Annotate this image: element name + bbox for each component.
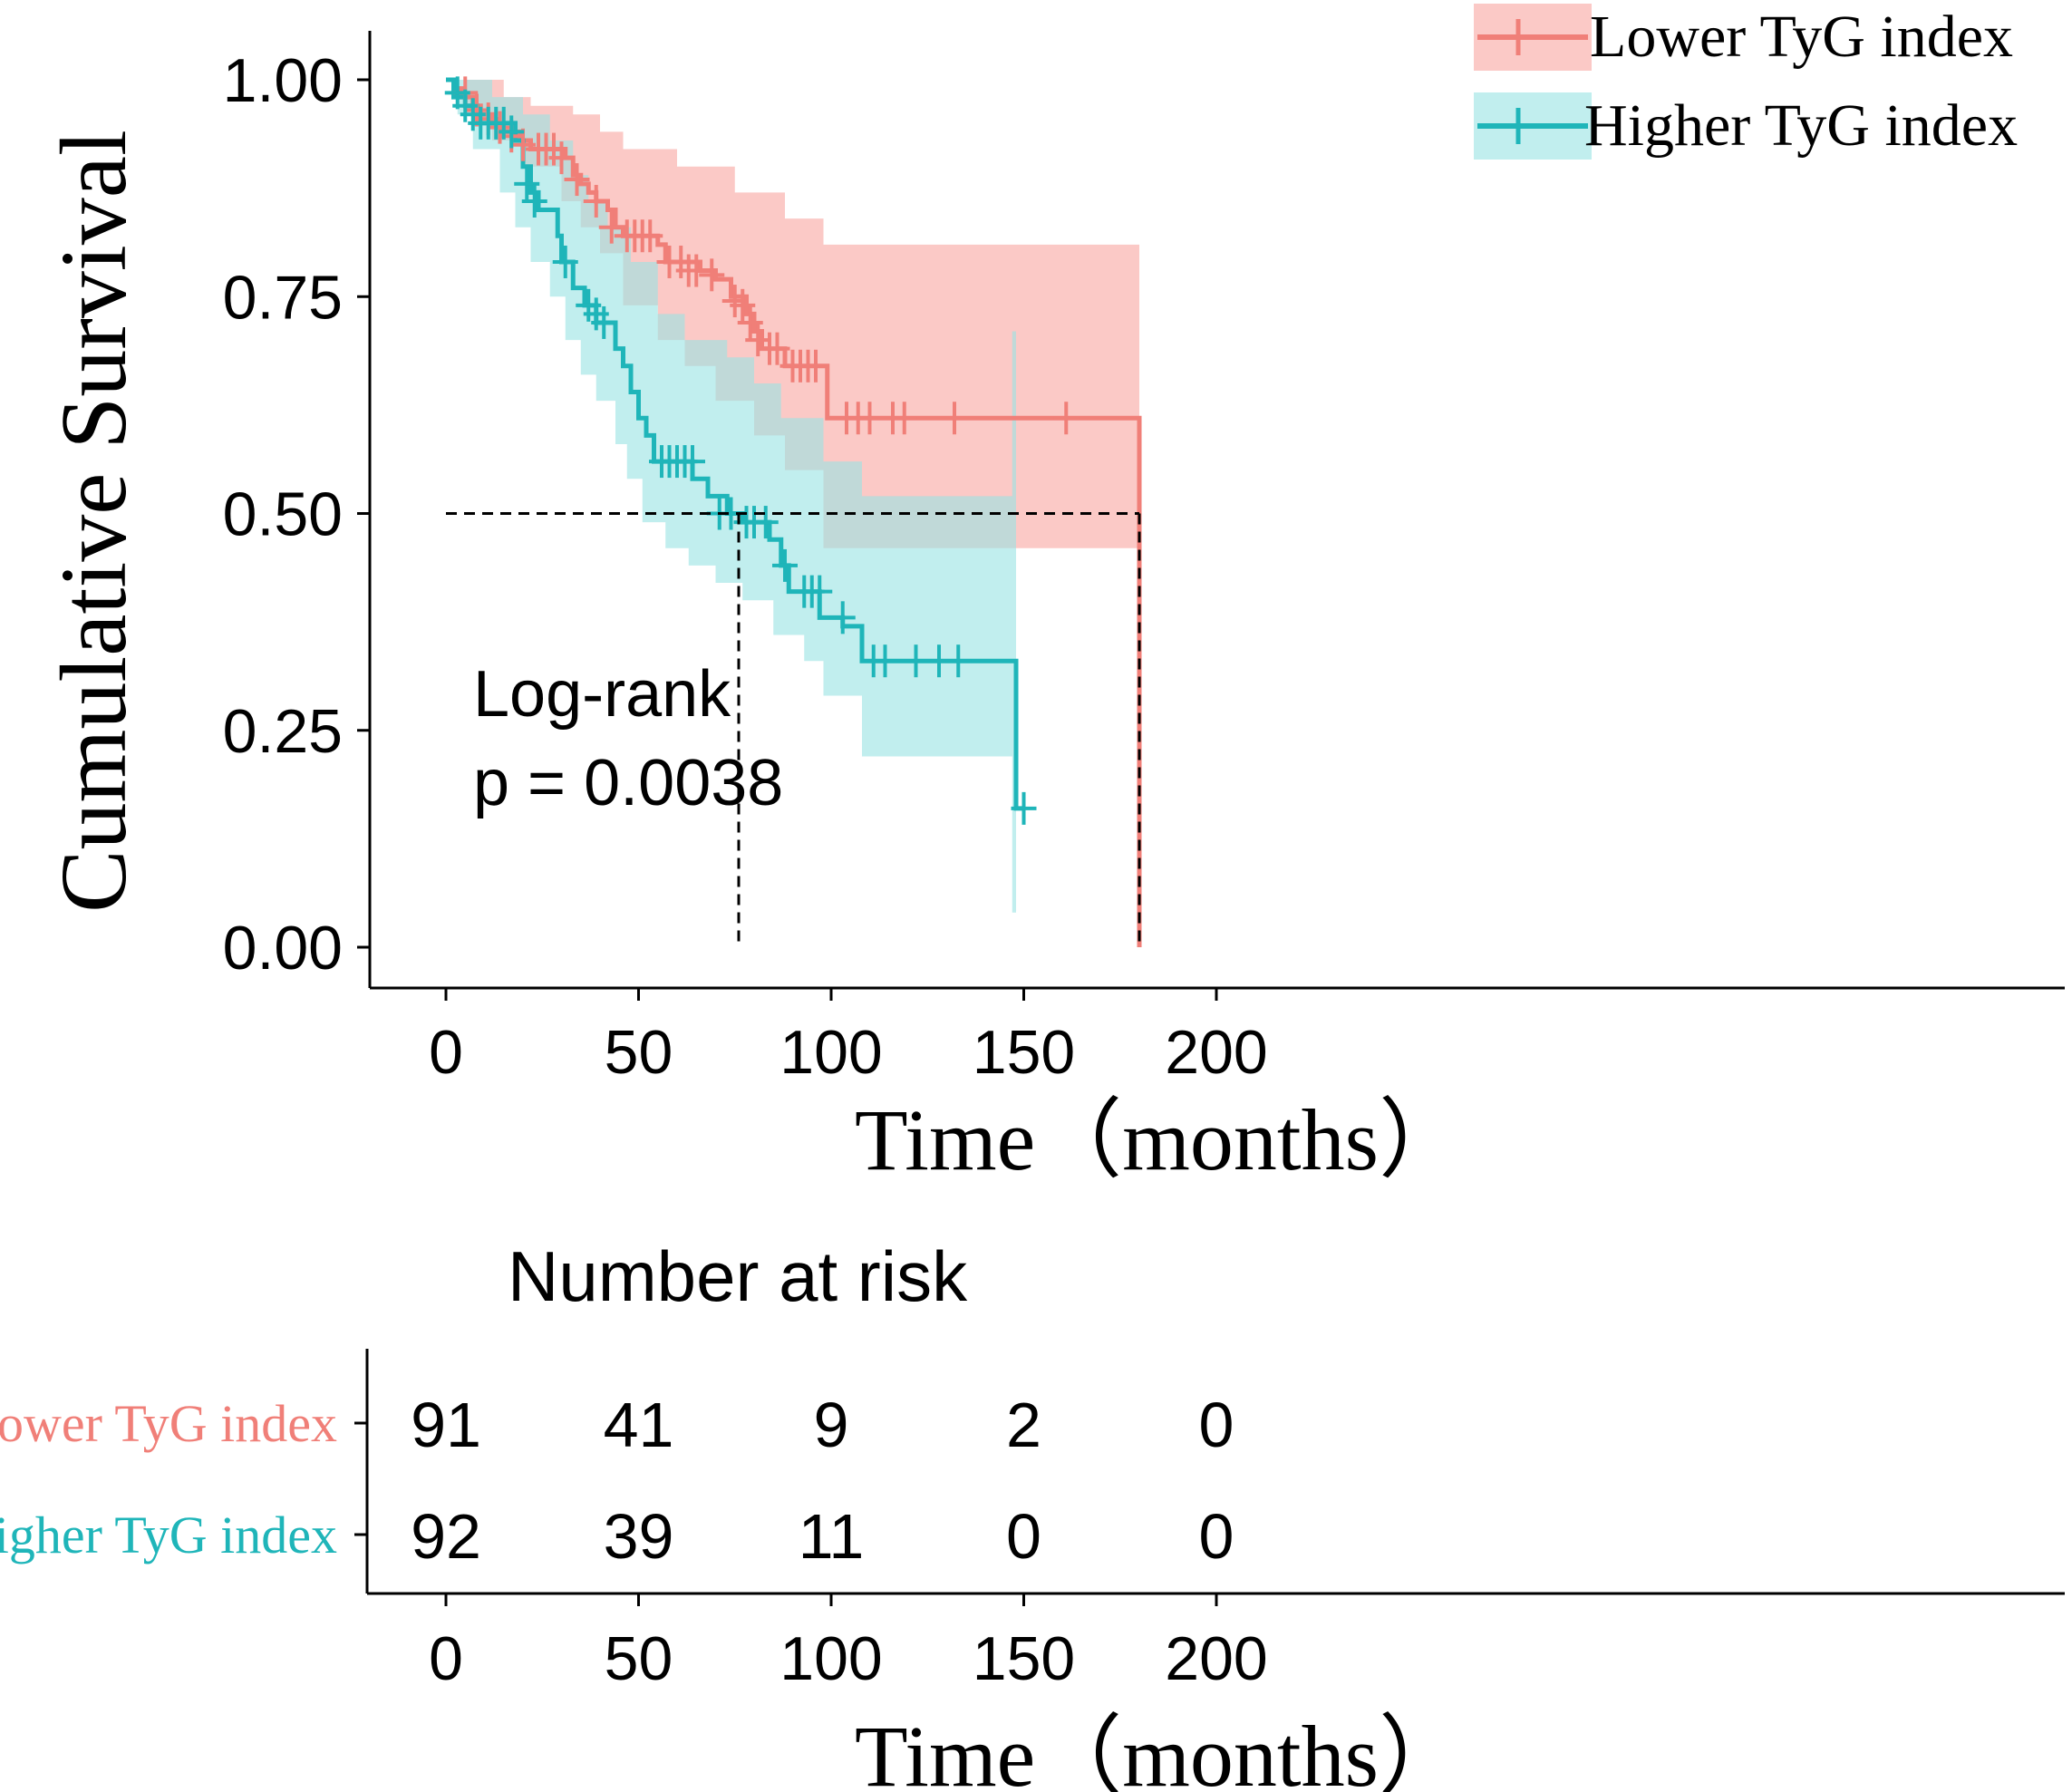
- censor-mark-lower-tyg: [730, 288, 756, 322]
- censor-mark-lower-tyg: [637, 219, 663, 253]
- risk-x-tick-label: 100: [779, 1624, 882, 1693]
- censor-mark-lower-tyg: [745, 324, 771, 357]
- censor-mark-higher-tyg: [872, 644, 898, 678]
- censor-mark-higher-tyg: [521, 184, 547, 218]
- censor-mark-higher-tyg: [903, 644, 929, 678]
- censor-mark-higher-tyg: [552, 245, 578, 278]
- y-tick-label: 0.25: [223, 697, 343, 766]
- risk-x-axis-title: Time（months）: [855, 1708, 1466, 1792]
- risk-cell-lower-tyg: 9: [814, 1390, 849, 1460]
- censor-mark-lower-tyg: [891, 402, 917, 435]
- censor-mark-lower-tyg: [683, 254, 710, 287]
- censor-mark-higher-tyg: [499, 115, 525, 149]
- x-tick-label: 100: [779, 1018, 882, 1087]
- confidence-band-lower-tyg: [446, 80, 1139, 548]
- risk-x-tick-label: 200: [1165, 1624, 1267, 1693]
- censor-mark-lower-tyg: [464, 93, 489, 127]
- censor-mark-higher-tyg: [591, 305, 617, 339]
- censor-mark-lower-tyg: [487, 111, 513, 144]
- censor-mark-lower-tyg: [764, 332, 790, 365]
- censor-mark-lower-tyg: [564, 163, 590, 197]
- x-tick-label: 0: [429, 1018, 463, 1087]
- censor-mark-lower-tyg: [598, 210, 625, 244]
- confidence-band-higher-tyg: [446, 80, 1016, 913]
- censor-mark-higher-tyg: [514, 167, 540, 200]
- y-tick-label: 1.00: [223, 46, 343, 115]
- risk-cell-higher-tyg: 11: [799, 1501, 865, 1572]
- legend-item-lower-tyg: Lower TyG index: [1474, 4, 2013, 71]
- censor-mark-higher-tyg: [829, 601, 856, 634]
- censor-mark-higher-tyg: [752, 506, 779, 539]
- risk-cell-lower-tyg: 41: [604, 1390, 674, 1460]
- risk-cell-higher-tyg: 92: [411, 1501, 481, 1572]
- risk-table-axes: Lower TyG index Higher TyG index 0 50 100 150…: [0, 1349, 2065, 1693]
- risk-cell-lower-tyg: 2: [1006, 1390, 1041, 1460]
- censor-mark-lower-tyg: [1053, 402, 1080, 435]
- x-tick-label: 50: [605, 1018, 673, 1087]
- risk-table-title: Number at risk: [508, 1236, 968, 1316]
- x-tick-label: 150: [973, 1018, 1075, 1087]
- km-axes: 0.00 0.25 0.50 0.75 1.00 0 50 100 150 200: [223, 31, 2065, 1087]
- risk-table: Number at risk Lower TyG index Higher TyG…: [0, 1236, 2065, 1792]
- censor-mark-lower-tyg: [737, 305, 763, 339]
- risk-cell-higher-tyg: 0: [1006, 1501, 1041, 1572]
- legend-label: Lower TyG index: [1590, 4, 2013, 70]
- x-tick-label: 200: [1165, 1018, 1267, 1087]
- censor-mark-higher-tyg: [945, 644, 972, 678]
- censor-mark-lower-tyg: [699, 258, 725, 292]
- legend: Lower TyG index Higher TyG index: [1474, 4, 2018, 160]
- risk-x-tick-label: 0: [429, 1624, 463, 1693]
- censor-mark-higher-tyg: [807, 575, 833, 608]
- log-rank-annotation: Log-rank p = 0.0038: [473, 658, 783, 819]
- risk-x-tick-label: 50: [605, 1624, 673, 1693]
- legend-item-higher-tyg: Higher TyG index: [1474, 92, 2018, 160]
- p-value: p = 0.0038: [473, 747, 783, 819]
- km-plot: 0.00 0.25 0.50 0.75 1.00 0 50 100 150 200 Cumulat…: [42, 4, 2065, 1188]
- y-axis-title: Cumulative Survival: [42, 130, 146, 913]
- censor-mark-lower-tyg: [548, 141, 575, 175]
- y-tick-label: 0.75: [223, 263, 343, 332]
- risk-cell-lower-tyg: 0: [1199, 1390, 1234, 1460]
- risk-table-cells: 91 41 9 2 092 39 11 0 0: [411, 1390, 1234, 1572]
- risk-cell-lower-tyg: 91: [411, 1390, 481, 1460]
- y-tick-label: 0.00: [223, 914, 343, 983]
- censor-mark-higher-tyg: [680, 445, 705, 479]
- log-rank-label: Log-rank: [473, 658, 731, 731]
- censor-mark-lower-tyg: [803, 349, 828, 383]
- risk-cell-higher-tyg: 0: [1199, 1501, 1234, 1572]
- censor-mark-lower-tyg: [857, 402, 883, 435]
- risk-row-label-higher-tyg: Higher TyG index: [0, 1506, 337, 1564]
- risk-row-label-lower-tyg: Lower TyG index: [0, 1394, 337, 1453]
- censor-mark-lower-tyg: [510, 128, 536, 161]
- legend-label: Higher TyG index: [1584, 92, 2018, 159]
- risk-x-tick-label: 150: [973, 1624, 1075, 1693]
- censor-mark-higher-tyg: [772, 548, 798, 582]
- censor-mark-lower-tyg: [583, 184, 609, 218]
- x-axis-title: Time（months）: [855, 1091, 1466, 1188]
- median-lines: [446, 512, 1141, 947]
- censor-mark-higher-tyg: [1011, 791, 1037, 825]
- confidence-bands: [446, 80, 1139, 913]
- survival-curve-higher-tyg: [446, 77, 1024, 811]
- risk-cell-higher-tyg: 39: [604, 1501, 674, 1572]
- censor-mark-lower-tyg: [942, 402, 967, 435]
- y-tick-label: 0.50: [223, 480, 343, 549]
